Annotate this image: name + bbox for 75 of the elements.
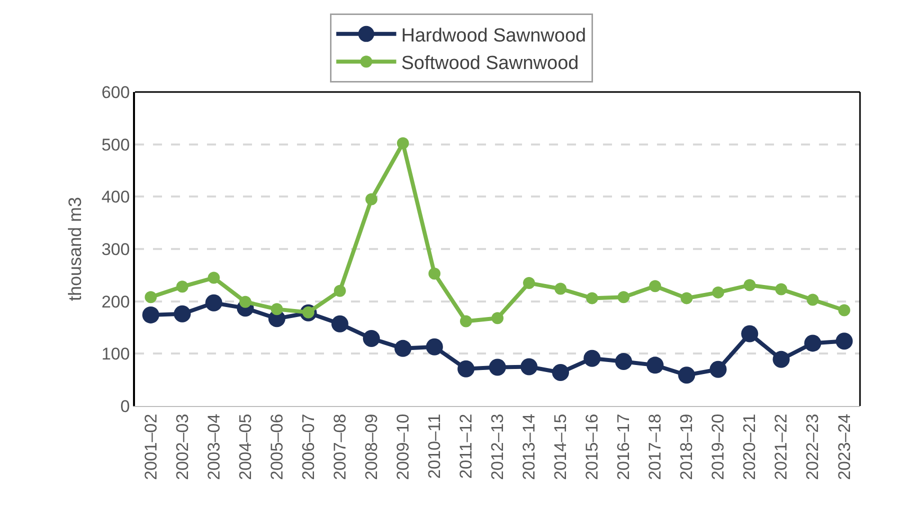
point: [618, 291, 630, 304]
point: [362, 330, 380, 347]
x-tick-label: 2013–14: [520, 414, 539, 480]
point: [523, 277, 536, 290]
point: [744, 279, 756, 292]
x-tick-label: 2021–22: [772, 414, 791, 480]
point: [174, 305, 191, 322]
point: [586, 292, 598, 304]
y-tick-label: 400: [101, 188, 130, 207]
point: [365, 193, 378, 206]
point: [520, 358, 538, 376]
point: [552, 364, 570, 381]
point: [775, 283, 788, 296]
x-tick-label: 2009–10: [393, 414, 412, 480]
point: [144, 291, 157, 304]
y-tick-label: 100: [101, 344, 130, 364]
x-tick-label: 2004–05: [236, 414, 255, 480]
y-tick-label: 200: [101, 292, 130, 312]
point: [838, 304, 850, 316]
x-tick-label: 2022–23: [803, 414, 822, 480]
point: [804, 334, 822, 352]
x-tick-label: 2008–09: [362, 414, 381, 480]
point: [584, 350, 601, 367]
point: [239, 296, 252, 308]
point: [806, 294, 819, 306]
x-tick-label: 2002–03: [172, 414, 192, 480]
x-tick-label: 2010–11: [424, 414, 444, 479]
point: [208, 272, 220, 284]
point: [142, 306, 160, 324]
x-tick-label: 2006–07: [298, 414, 318, 480]
point: [836, 332, 853, 350]
point: [428, 268, 440, 280]
x-tick-label: 2007–08: [330, 414, 350, 480]
y-tick-label: 300: [101, 240, 130, 259]
x-tick-label: 2019–20: [708, 414, 728, 480]
x-tick-label: 2003–04: [204, 414, 224, 480]
point: [678, 366, 696, 384]
point: [680, 292, 693, 304]
point: [176, 280, 188, 293]
legend-label: Hardwood Sawnwood: [401, 25, 586, 46]
x-tick-label: 2020–21: [740, 414, 760, 480]
x-tick-label: 2011–12: [456, 414, 476, 479]
x-tick-label: 2014–15: [551, 414, 570, 480]
x-tick-label: 2016–17: [614, 414, 634, 480]
point: [489, 358, 506, 376]
point: [615, 353, 632, 370]
point: [646, 356, 664, 374]
point: [460, 315, 472, 328]
point: [554, 282, 567, 295]
point: [712, 286, 724, 298]
y-tick-label: 500: [101, 135, 130, 154]
point: [331, 315, 348, 332]
point: [334, 284, 346, 297]
point: [394, 340, 412, 357]
x-tick-label: 2015–16: [582, 414, 602, 480]
x-tick-label: 2012–13: [488, 414, 508, 480]
y-tick-label: 600: [101, 82, 130, 102]
x-tick-label: 2001–02: [141, 414, 160, 480]
legend-label: Softwood Sawnwood: [401, 53, 579, 74]
point: [426, 338, 443, 356]
point: [710, 360, 727, 378]
x-tick-label: 2017–18: [646, 414, 665, 480]
x-tick-label: 2018–19: [677, 414, 696, 480]
point: [649, 280, 662, 292]
point: [741, 325, 758, 342]
point: [396, 137, 409, 150]
point: [492, 312, 504, 324]
point: [270, 303, 283, 316]
point: [772, 350, 790, 368]
x-tick-label: 2023–24: [834, 414, 854, 480]
point: [457, 360, 474, 378]
point: [205, 294, 222, 312]
x-tick-label: 2005–06: [267, 414, 286, 480]
y-axis-title: thousand m3: [65, 196, 86, 302]
y-tick-label: 0: [120, 396, 130, 416]
